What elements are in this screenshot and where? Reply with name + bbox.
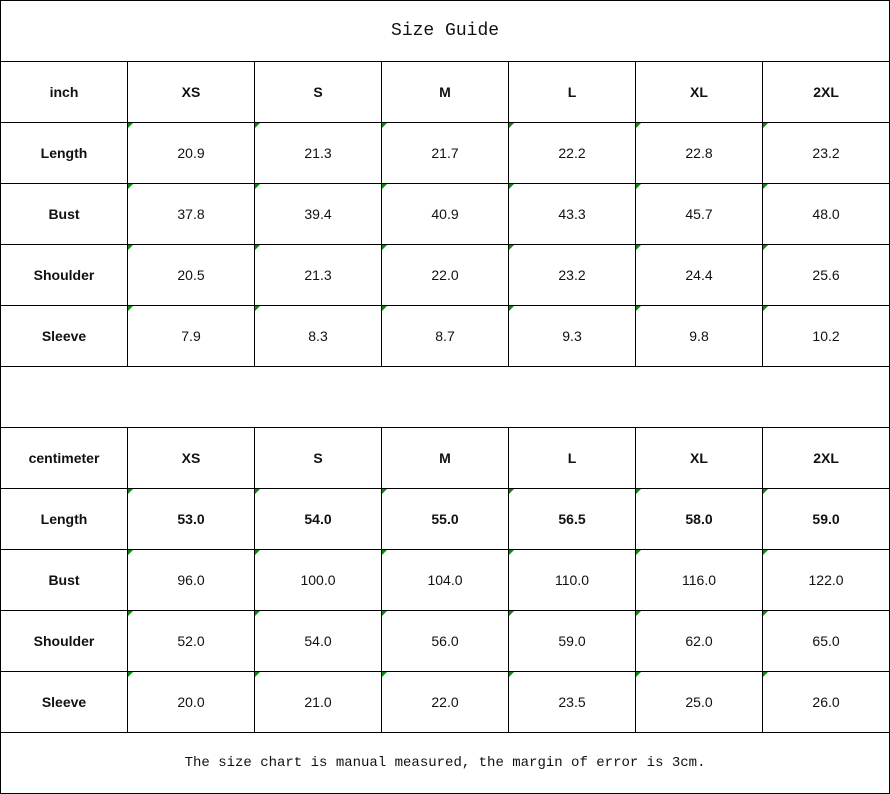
measurement-cell: 20.9	[127, 122, 255, 184]
row-label: Bust	[0, 549, 128, 611]
inch-size-header: L	[508, 61, 636, 123]
measurement-cell: 37.8	[127, 183, 255, 245]
inch-size-header: XS	[127, 61, 255, 123]
table-row: Bust 96.0 100.0 104.0 110.0 116.0 122.0	[0, 549, 890, 611]
row-label: Sleeve	[0, 305, 128, 367]
table-row: Length 20.9 21.3 21.7 22.2 22.8 23.2	[0, 122, 890, 184]
measurement-cell: 8.3	[254, 305, 382, 367]
table-row: Length 53.0 54.0 55.0 56.5 58.0 59.0	[0, 488, 890, 550]
table-row: Shoulder 52.0 54.0 56.0 59.0 62.0 65.0	[0, 610, 890, 672]
row-label: Bust	[0, 183, 128, 245]
measurement-cell: 65.0	[761, 610, 890, 672]
measurement-cell: 58.0	[635, 488, 763, 550]
measurement-cell: 48.0	[761, 183, 890, 245]
measurement-cell: 59.0	[761, 488, 890, 550]
cm-size-header: 2XL	[761, 427, 890, 489]
measurement-cell: 23.5	[508, 671, 636, 733]
measurement-cell: 26.0	[761, 671, 890, 733]
measurement-cell: 23.2	[761, 122, 890, 184]
table-row: Sleeve 20.0 21.0 22.0 23.5 25.0 26.0	[0, 671, 890, 733]
measurement-cell: 122.0	[761, 549, 890, 611]
measurement-cell: 39.4	[254, 183, 382, 245]
measurement-cell: 25.0	[635, 671, 763, 733]
spacer-cell	[0, 366, 890, 428]
measurement-cell: 22.0	[381, 671, 509, 733]
measurement-cell: 45.7	[635, 183, 763, 245]
measurement-cell: 53.0	[127, 488, 255, 550]
measurement-cell: 54.0	[254, 610, 382, 672]
measurement-cell: 22.0	[381, 244, 509, 306]
inch-size-header: XL	[635, 61, 763, 123]
footer-row: The size chart is manual measured, the m…	[0, 732, 890, 794]
measurement-cell: 24.4	[635, 244, 763, 306]
measurement-cell: 21.7	[381, 122, 509, 184]
inch-size-header: S	[254, 61, 382, 123]
measurement-cell: 9.8	[635, 305, 763, 367]
measurement-cell: 23.2	[508, 244, 636, 306]
measurement-cell: 22.8	[635, 122, 763, 184]
measurement-cell: 21.0	[254, 671, 382, 733]
measurement-cell: 20.0	[127, 671, 255, 733]
row-label: Length	[0, 122, 128, 184]
row-label: Length	[0, 488, 128, 550]
measurement-cell: 43.3	[508, 183, 636, 245]
measurement-cell: 55.0	[381, 488, 509, 550]
footer-note: The size chart is manual measured, the m…	[0, 732, 890, 794]
table-row: Sleeve 7.9 8.3 8.7 9.3 9.8 10.2	[0, 305, 890, 367]
measurement-cell: 21.3	[254, 122, 382, 184]
row-label: Shoulder	[0, 244, 128, 306]
measurement-cell: 56.0	[381, 610, 509, 672]
measurement-cell: 9.3	[508, 305, 636, 367]
inch-header-row: inch XS S M L XL 2XL	[0, 61, 890, 123]
page-title: Size Guide	[0, 0, 890, 62]
inch-size-header: 2XL	[761, 61, 890, 123]
spacer-row	[0, 366, 890, 428]
cm-size-header: XS	[127, 427, 255, 489]
cm-size-header: L	[508, 427, 636, 489]
measurement-cell: 40.9	[381, 183, 509, 245]
unit-header: centimeter	[0, 427, 128, 489]
unit-header: inch	[0, 61, 128, 123]
measurement-cell: 20.5	[127, 244, 255, 306]
measurement-cell: 59.0	[508, 610, 636, 672]
measurement-cell: 100.0	[254, 549, 382, 611]
measurement-cell: 52.0	[127, 610, 255, 672]
measurement-cell: 110.0	[508, 549, 636, 611]
measurement-cell: 22.2	[508, 122, 636, 184]
cm-size-header: M	[381, 427, 509, 489]
row-label: Shoulder	[0, 610, 128, 672]
table-row: Shoulder 20.5 21.3 22.0 23.2 24.4 25.6	[0, 244, 890, 306]
cm-size-header: XL	[635, 427, 763, 489]
measurement-cell: 8.7	[381, 305, 509, 367]
measurement-cell: 56.5	[508, 488, 636, 550]
measurement-cell: 104.0	[381, 549, 509, 611]
measurement-cell: 25.6	[761, 244, 890, 306]
measurement-cell: 21.3	[254, 244, 382, 306]
inch-size-header: M	[381, 61, 509, 123]
measurement-cell: 10.2	[761, 305, 890, 367]
measurement-cell: 116.0	[635, 549, 763, 611]
measurement-cell: 62.0	[635, 610, 763, 672]
measurement-cell: 96.0	[127, 549, 255, 611]
row-label: Sleeve	[0, 671, 128, 733]
measurement-cell: 54.0	[254, 488, 382, 550]
table-row: Bust 37.8 39.4 40.9 43.3 45.7 48.0	[0, 183, 890, 245]
cm-size-header: S	[254, 427, 382, 489]
measurement-cell: 7.9	[127, 305, 255, 367]
cm-header-row: centimeter XS S M L XL 2XL	[0, 427, 890, 489]
